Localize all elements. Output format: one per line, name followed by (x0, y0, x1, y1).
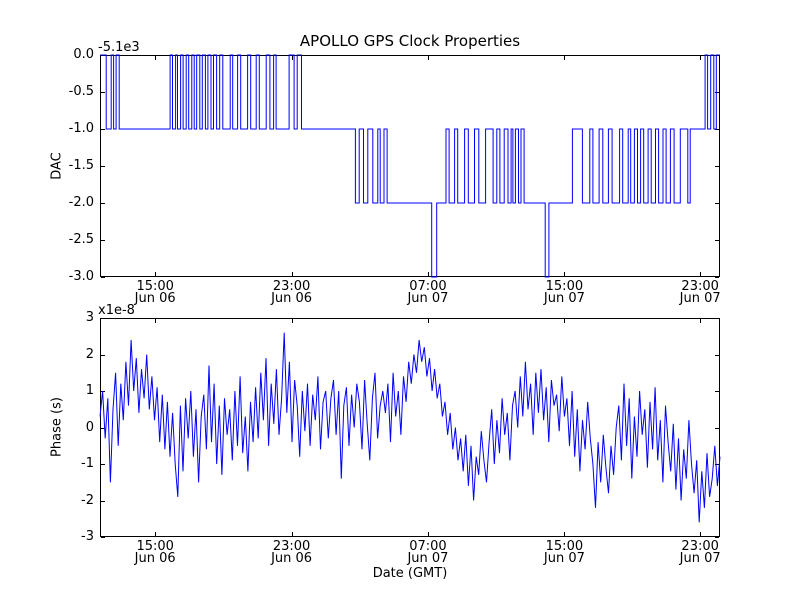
phase-x-tick-date: Jun 06 (271, 551, 313, 566)
dac-y-tick-label: -2.5 (68, 232, 94, 247)
dac-x-tick-date: Jun 06 (134, 291, 176, 306)
dac-x-tick-date: Jun 06 (271, 291, 313, 306)
dac-x-tick-time: 23:00 (681, 279, 719, 294)
dac-plot-canvas (100, 54, 720, 278)
phase-x-tick-time: 15:00 (136, 539, 174, 554)
dac-x-tick-date: Jun 07 (543, 291, 585, 306)
dac-x-tick-date: Jun 07 (679, 291, 721, 306)
phase-y-tick-label: -2 (81, 492, 94, 508)
dac-x-tick-time: 23:00 (272, 279, 311, 294)
phase-x-tick-time: 23:00 (272, 539, 311, 554)
phase-y-tick-label: 0 (85, 419, 94, 435)
dac-y-tick-label: -2.0 (68, 195, 94, 210)
dac-x-tick-time: 15:00 (136, 279, 174, 294)
phase-multiplier-label: x1e-8 (98, 303, 135, 318)
phase-y-tick-label: 2 (85, 346, 94, 362)
chart-title: APOLLO GPS Clock Properties (299, 32, 521, 50)
dac-x-tick-time: 07:00 (409, 279, 447, 294)
phase-x-tick-date: Jun 07 (543, 551, 585, 566)
phase-x-tick-date: Jun 07 (407, 551, 449, 566)
dac-y-tick-label: -3.0 (68, 269, 94, 284)
dac-y-tick-label: -1.0 (68, 121, 94, 136)
dac-y-tick-label: -0.5 (68, 84, 94, 99)
dac-x-tick-date: Jun 07 (407, 291, 449, 306)
phase-y-tick-label: -3 (81, 529, 94, 544)
phase-x-tick-date: Jun 07 (679, 551, 721, 566)
phase-x-tick-time: 23:00 (681, 539, 719, 554)
phase-x-tick-date: Jun 06 (134, 551, 176, 566)
dac-x-tick-time: 15:00 (545, 279, 584, 294)
dac-offset-label: -5.1e3 (98, 40, 140, 55)
dac-y-tick-label: -1.5 (68, 158, 94, 173)
phase-x-tick-time: 07:00 (409, 539, 447, 554)
x-axis-label: Date (GMT) (372, 566, 448, 581)
phase-plot-canvas (99, 318, 721, 538)
dac-y-tick-label: 0.0 (73, 47, 94, 62)
phase-y-tick-label: 1 (85, 383, 94, 398)
phase-x-tick-time: 15:00 (545, 539, 584, 554)
phase-y-tick-label: -1 (81, 456, 94, 471)
phase-y-tick-label: 3 (85, 310, 94, 325)
